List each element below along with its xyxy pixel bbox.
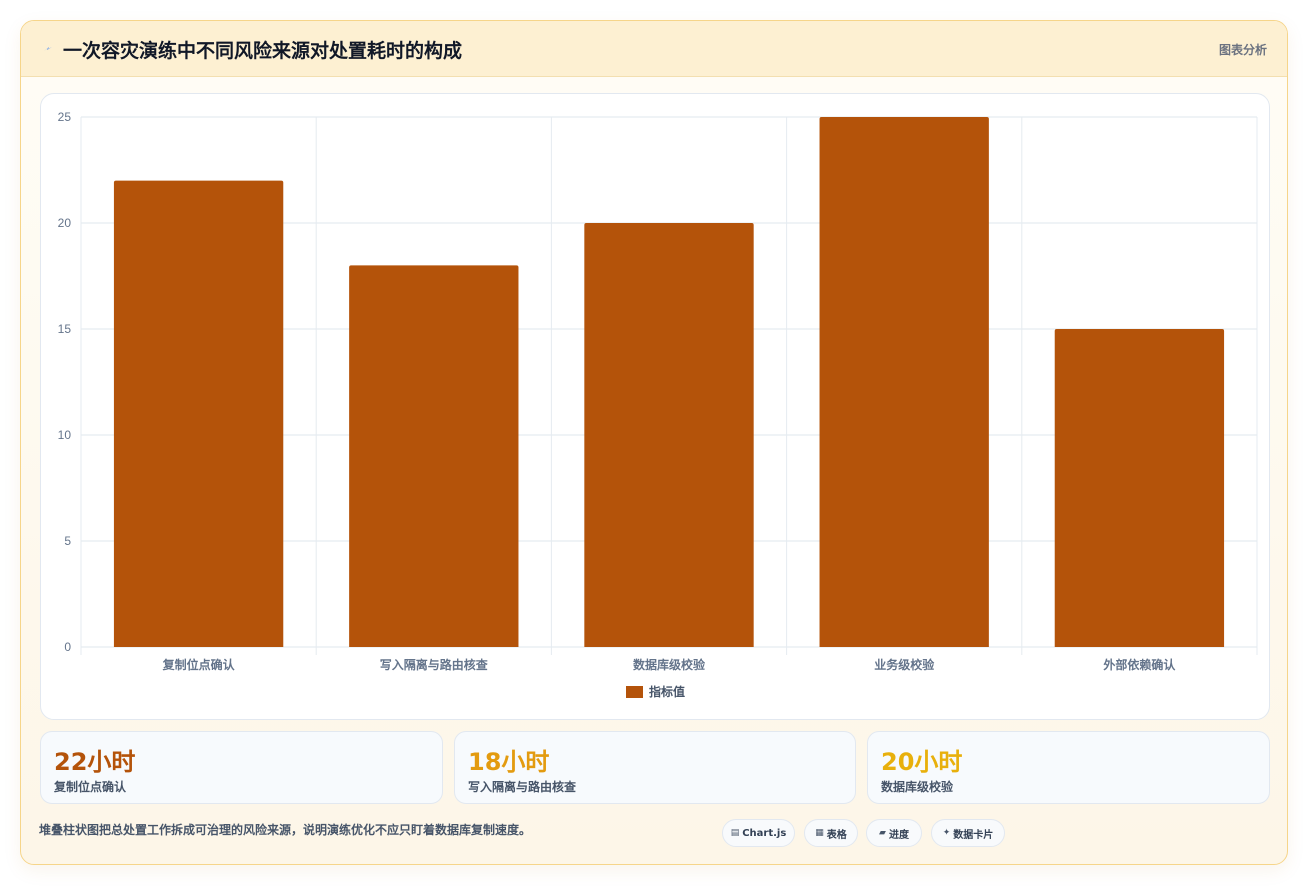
stat-label: 复制位点确认 <box>54 780 127 794</box>
stat-card: 20小时 数据库级校验 <box>867 731 1270 804</box>
x-tick-label: 外部依赖确认 <box>1103 657 1176 672</box>
chart-analysis-link[interactable]: 图表分析 <box>1218 43 1267 57</box>
y-tick-label: 10 <box>58 428 72 442</box>
chip-table[interactable]: ▦ 表格 <box>804 819 858 847</box>
legend-swatch <box>626 686 643 698</box>
stat-value: 22小时 <box>54 748 136 776</box>
chart-panel: 0 5 10 15 20 25 复制位点确认 写入隔离与路由核查 数据库级校验 业务级校验 外部依赖… <box>40 93 1270 720</box>
chip-data-card[interactable]: ✦ 数据卡片 <box>931 819 1005 847</box>
bar <box>1054 329 1225 647</box>
bar-chart: 0 5 10 15 20 25 复制位点确认 写入隔离与路由核查 数据库级校验 业务级校验 外部依赖… <box>58 110 1258 699</box>
sparkle-icon: ✦ <box>942 828 951 838</box>
y-tick-label: 15 <box>58 322 72 336</box>
card-header: 一次容灾演练中不同风险来源对处置耗时的构成 图表分析 <box>21 21 1287 77</box>
stat-label: 写入隔离与路由核查 <box>468 780 577 794</box>
bar <box>349 265 519 647</box>
stat-card: 22小时 复制位点确认 <box>40 731 443 804</box>
y-tick-label: 25 <box>58 110 72 124</box>
footer-note: 堆叠柱状图把总处置工作拆成可治理的风险来源，说明演练优化不应只盯着数据库复制速度… <box>39 823 532 837</box>
chip-label: 数据卡片 <box>953 829 994 841</box>
y-tick-label: 5 <box>64 534 71 548</box>
chip-label: Chart.js <box>742 827 787 839</box>
stat-value: 18小时 <box>468 748 550 776</box>
chip-progress[interactable]: ▰ 进度 <box>866 819 922 847</box>
x-tick-label: 写入隔离与路由核查 <box>380 657 489 672</box>
floppy-icon: ▤ <box>730 828 740 838</box>
bar <box>819 117 989 647</box>
lightning-icon <box>44 47 52 51</box>
chart-card: 一次容灾演练中不同风险来源对处置耗时的构成 图表分析 0 5 10 15 20 25 复制位… <box>20 20 1288 865</box>
stat-label: 数据库级校验 <box>881 780 954 794</box>
bar <box>584 223 754 647</box>
stat-value: 20小时 <box>881 748 963 776</box>
chip-label: 表格 <box>826 829 847 841</box>
chip-chartjs[interactable]: ▤ Chart.js <box>722 819 795 847</box>
y-tick-label: 20 <box>58 216 72 230</box>
chip-label: 进度 <box>888 829 909 841</box>
table-icon: ▦ <box>815 828 824 838</box>
legend-label: 指标值 <box>649 684 685 699</box>
x-tick-label: 复制位点确认 <box>162 657 236 672</box>
stat-card: 18小时 写入隔离与路由核查 <box>454 731 856 804</box>
bar <box>113 180 284 647</box>
x-tick-label: 业务级校验 <box>874 657 935 672</box>
x-tick-label: 数据库级校验 <box>633 657 706 672</box>
progress-icon: ▰ <box>879 828 886 838</box>
page-title: 一次容灾演练中不同风险来源对处置耗时的构成 <box>63 40 463 62</box>
y-tick-label: 0 <box>64 640 71 654</box>
